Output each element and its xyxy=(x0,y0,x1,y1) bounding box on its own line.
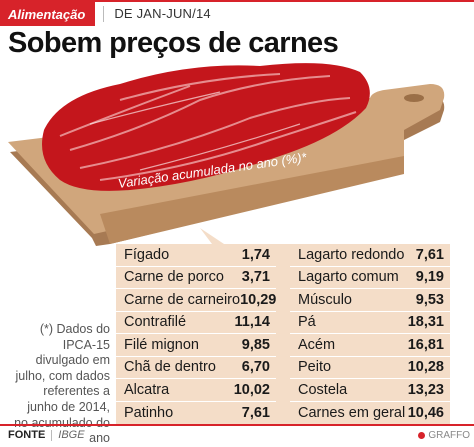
table-row: Lagarto comum 9,19 xyxy=(290,267,450,289)
table-row: Músculo 9,53 xyxy=(290,289,450,312)
row-label: Carne de porco xyxy=(124,269,224,286)
row-value: 10,46 xyxy=(407,404,444,421)
table-row: Patinho 7,61 xyxy=(116,402,276,425)
row-label: Pá xyxy=(298,314,316,331)
row-label: Costela xyxy=(298,381,348,398)
row-label: Patinho xyxy=(124,404,174,421)
source-label: FONTE xyxy=(8,429,46,441)
row-value: 9,19 xyxy=(415,269,444,286)
header-bar: Alimentação DE JAN-JUN/14 xyxy=(0,0,474,26)
row-label: Lagarto comum xyxy=(298,269,399,286)
table-row: Acém 16,81 xyxy=(290,334,450,357)
row-value: 7,61 xyxy=(415,246,444,263)
row-value: 9,85 xyxy=(241,336,270,353)
table-row: Carnes em geral 10,46 xyxy=(290,402,450,425)
row-label: Contrafilé xyxy=(124,314,187,331)
page-title: Sobem preços de carnes xyxy=(8,27,339,59)
table-row: Peito 10,28 xyxy=(290,357,450,379)
row-value: 18,31 xyxy=(407,314,444,331)
credit: GRAFFO xyxy=(418,426,470,444)
table-row: Chã de dentro 6,70 xyxy=(116,357,276,379)
table-row: Contrafilé 11,14 xyxy=(116,312,276,334)
row-label: Carnes em geral xyxy=(298,404,406,421)
row-label: Acém xyxy=(298,336,336,353)
credit-label: GRAFFO xyxy=(428,429,470,441)
row-value: 9,53 xyxy=(415,291,444,308)
graffo-logo-icon xyxy=(418,431,426,439)
data-panel xyxy=(116,244,450,424)
table-row: Carne de carneiro 10,29 xyxy=(116,289,276,312)
row-value: 3,71 xyxy=(241,269,270,286)
row-value: 10,29 xyxy=(240,291,277,308)
row-label: Lagarto redondo xyxy=(298,246,405,263)
section-tag: Alimentação xyxy=(0,2,96,26)
table-row: Filé mignon 9,85 xyxy=(116,334,276,357)
table-row: Alcatra 10,02 xyxy=(116,379,276,402)
row-label: Alcatra xyxy=(124,381,170,398)
source-value: IBGE xyxy=(51,429,85,441)
table-row: Lagarto redondo 7,61 xyxy=(290,244,450,267)
row-value: 10,28 xyxy=(407,359,444,376)
row-label: Fígado xyxy=(124,246,170,263)
row-label: Músculo xyxy=(298,291,352,308)
row-label: Chã de dentro xyxy=(124,359,216,376)
table-column-left: Fígado 1,74 Carne de porco 3,71 Carne de car… xyxy=(116,244,276,424)
row-value: 13,23 xyxy=(407,381,444,398)
table-row: Fígado 1,74 xyxy=(116,244,276,267)
footer-bar: FONTE IBGE GRAFFO xyxy=(0,424,474,444)
row-value: 7,61 xyxy=(241,404,270,421)
table-column-right: Lagarto redondo 7,61 Lagarto comum 9,19 Músc… xyxy=(290,244,450,424)
table-row: Pá 18,31 xyxy=(290,312,450,334)
period-label: DE JAN-JUN/14 xyxy=(103,6,211,22)
row-label: Filé mignon xyxy=(124,336,199,353)
footnote: (*) Dados do IPCA-15 divulgado em julho,… xyxy=(14,322,110,446)
table-row: Costela 13,23 xyxy=(290,379,450,402)
row-value: 10,02 xyxy=(233,381,270,398)
table-row: Carne de porco 3,71 xyxy=(116,267,276,289)
row-label: Carne de carneiro xyxy=(124,291,241,308)
row-label: Peito xyxy=(298,359,332,376)
row-value: 6,70 xyxy=(241,359,270,376)
row-value: 16,81 xyxy=(407,336,444,353)
row-value: 11,14 xyxy=(234,314,271,331)
row-value: 1,74 xyxy=(241,246,270,263)
board-label-band xyxy=(100,156,404,244)
